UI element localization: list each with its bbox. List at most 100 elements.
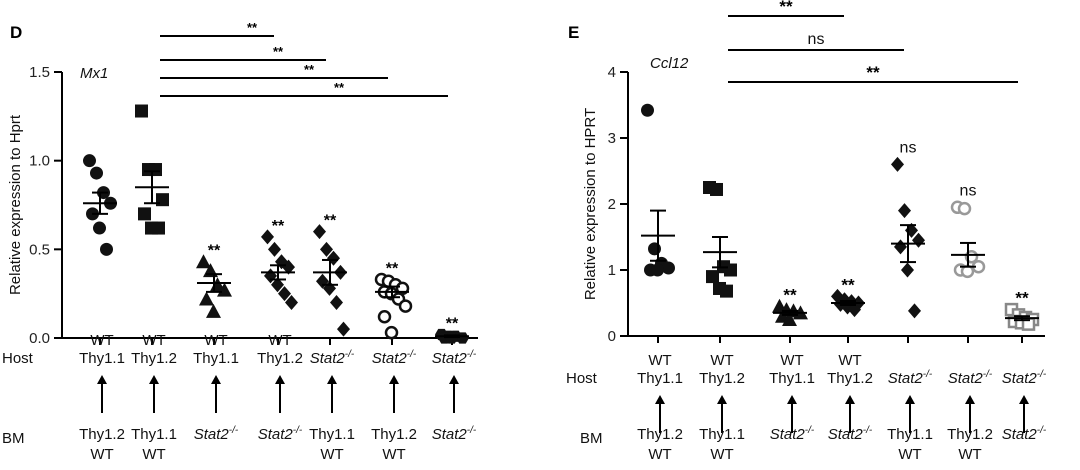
bm-label-line2: WT <box>898 446 921 463</box>
data-point <box>138 207 151 221</box>
bm-label-line2: WT <box>320 446 343 463</box>
host-label-line2: Thy1.2 <box>257 350 303 367</box>
bm-row-label: BM <box>580 430 603 447</box>
chart-title: Mx1 <box>80 65 108 82</box>
data-point <box>90 166 103 180</box>
host-label-line2: Stat2-/- <box>372 349 417 367</box>
bm-label-line1: Thy1.1 <box>699 426 745 443</box>
data-point <box>651 263 664 277</box>
comparison-label: ** <box>247 20 258 35</box>
data-point <box>720 284 733 298</box>
data-point <box>706 270 719 284</box>
y-axis-label: Relative expression to HPRT <box>582 108 599 300</box>
bm-row-label: BM <box>2 430 25 447</box>
significance-label: ** <box>783 285 797 304</box>
y-tick-label: 4 <box>608 64 616 81</box>
arrow-head <box>449 375 459 384</box>
bm-label-line2: WT <box>90 446 113 463</box>
data-point <box>957 201 972 216</box>
arrow-head <box>389 375 399 384</box>
data-point <box>199 291 214 306</box>
host-label-line1: WT <box>838 352 861 369</box>
data-point <box>217 282 232 297</box>
arrow-head <box>655 395 665 404</box>
data-point <box>135 104 148 118</box>
host-label-line2: Thy1.1 <box>637 370 683 387</box>
panel-label: E <box>568 23 579 42</box>
host-label-line1: WT <box>710 352 733 369</box>
host-label-line2: Stat2-/- <box>948 369 993 387</box>
data-point <box>894 239 907 255</box>
arrow-head <box>275 375 285 384</box>
data-point <box>898 203 911 219</box>
bm-label-line2: WT <box>648 446 671 463</box>
bm-label-line1: Thy1.2 <box>947 426 993 443</box>
bm-label-line1: Stat2-/- <box>432 425 477 443</box>
host-label-line2: Thy1.2 <box>699 370 745 387</box>
arrow-head <box>327 375 337 384</box>
data-point <box>152 221 165 235</box>
arrow-head <box>149 375 159 384</box>
significance-label: ** <box>208 243 221 260</box>
host-label-line1: WT <box>268 332 291 349</box>
comparison-label: ns <box>808 31 825 48</box>
chart-title: Ccl12 <box>650 55 689 72</box>
significance-label: ** <box>272 218 285 235</box>
data-point <box>278 286 291 302</box>
bm-label-line1: Thy1.1 <box>131 426 177 443</box>
arrow-head <box>211 375 221 384</box>
bm-label-line2: WT <box>382 446 405 463</box>
data-point <box>337 321 350 337</box>
y-tick-label: 1.5 <box>29 64 50 81</box>
panel-d-mx1: 0.0 0.5 1.0 1.5 D Mx1 Relative expression to H… <box>2 20 478 463</box>
host-label-line2: Stat2-/- <box>310 349 355 367</box>
bm-label-line1: Thy1.2 <box>371 426 417 443</box>
host-label-line2: Thy1.1 <box>769 370 815 387</box>
data-point <box>662 261 675 275</box>
data-point <box>641 103 654 117</box>
data-point <box>83 154 96 168</box>
host-label-line2: Thy1.2 <box>131 350 177 367</box>
data-point <box>149 163 162 177</box>
significance-label: ** <box>386 260 399 277</box>
y-tick-label: 0.0 <box>29 330 50 347</box>
host-label-line1: WT <box>90 332 113 349</box>
y-tick-label: 1.0 <box>29 153 50 170</box>
bm-label-line2: WT <box>142 446 165 463</box>
arrow-head <box>845 395 855 404</box>
arrow-head <box>717 395 727 404</box>
y-tick-label: 0.5 <box>29 241 50 258</box>
significance-label: ns <box>960 182 977 199</box>
data-point <box>285 295 298 311</box>
data-point <box>908 303 921 319</box>
host-label-line1: WT <box>780 352 803 369</box>
bm-label-line1: Stat2-/- <box>1002 425 1047 443</box>
comparison-label: ** <box>273 44 284 59</box>
data-point <box>648 242 661 256</box>
bm-label-line2: WT <box>710 446 733 463</box>
comparison-label: ** <box>779 0 793 16</box>
bm-label-line1: Stat2-/- <box>258 425 303 443</box>
data-point <box>398 299 413 313</box>
y-tick-label: 0 <box>608 328 616 345</box>
significance-label: ** <box>841 275 855 294</box>
y-tick-label: 1 <box>608 262 616 279</box>
significance-label: ** <box>446 315 459 332</box>
data-point <box>724 263 737 277</box>
arrow-head <box>965 395 975 404</box>
host-label-line2: Thy1.1 <box>79 350 125 367</box>
data-point <box>282 259 295 275</box>
significance-label: ** <box>1015 289 1029 308</box>
panel-e-ccl12: 0 1 2 3 4 E Ccl12 Relative expression to HPRT WT… <box>566 0 1047 463</box>
data-point <box>313 224 326 240</box>
data-point <box>377 309 392 324</box>
data-point <box>384 325 399 340</box>
bm-label-line1: Thy1.2 <box>79 426 125 443</box>
data-point <box>93 221 106 235</box>
host-label-line1: WT <box>204 332 227 349</box>
data-point <box>261 229 274 245</box>
bm-label-line1: Thy1.2 <box>637 426 683 443</box>
arrow-head <box>97 375 107 384</box>
data-point <box>901 262 914 278</box>
panel-label: D <box>10 23 22 42</box>
